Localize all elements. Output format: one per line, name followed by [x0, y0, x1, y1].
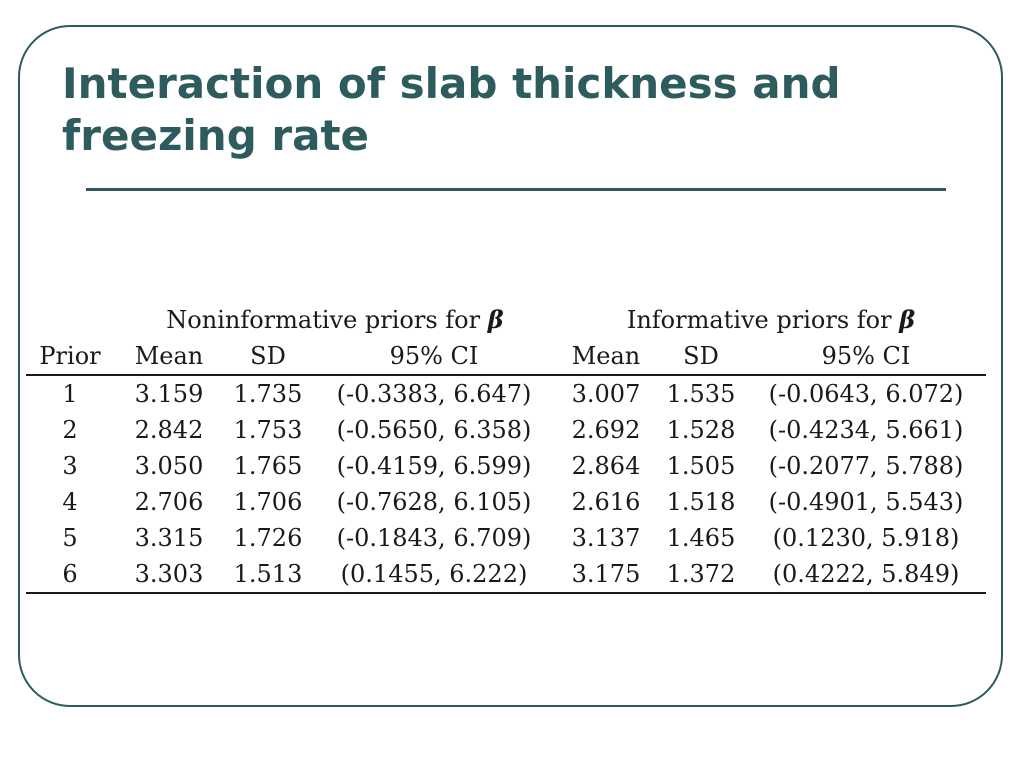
column-header-mean: Mean: [114, 338, 224, 376]
title-divider: [86, 188, 946, 191]
cell-ci: (0.1230, 5.918): [772, 524, 960, 552]
cell-ci: (-0.4234, 5.661): [768, 416, 964, 444]
column-header-sd: SD: [224, 338, 312, 376]
column-header-ci: 95% CI: [312, 338, 556, 376]
cell-prior: 6: [26, 556, 114, 594]
column-header-row: Prior Mean SD 95% CI Mean SD 95% CI: [26, 338, 986, 376]
cell-mean: 2.616: [571, 488, 641, 516]
table-row: 5 3.315 1.726 (-0.1843, 6.709) 3.137 1.4…: [26, 520, 986, 556]
table-row: 2 2.842 1.753 (-0.5650, 6.358) 2.692 1.5…: [26, 412, 986, 448]
cell-sd: 1.726: [233, 524, 303, 552]
cell-ci: (-0.2077, 5.788): [768, 452, 964, 480]
group-header-informative: Informative priors for β: [556, 300, 986, 338]
cell-sd: 1.735: [233, 380, 303, 408]
results-table: Noninformative priors for β Informative …: [26, 300, 986, 594]
cell-prior: 1: [62, 380, 78, 408]
cell-sd: 1.765: [233, 452, 303, 480]
beta-symbol: β: [899, 304, 916, 334]
cell-sd: 1.706: [233, 488, 303, 516]
table-row: 1 3.159 1.735 (-0.3383, 6.647) 3.007 1.5…: [26, 375, 986, 412]
column-header-ci: 95% CI: [746, 338, 986, 376]
table-row: 3 3.050 1.765 (-0.4159, 6.599) 2.864 1.5…: [26, 448, 986, 484]
cell-ci: (-0.7628, 6.105): [336, 488, 532, 516]
cell-sd: 1.518: [666, 488, 736, 516]
column-header-mean: Mean: [556, 338, 656, 376]
cell-ci: (-0.4901, 5.543): [768, 488, 964, 516]
cell-prior: 5: [62, 524, 78, 552]
cell-ci: (-0.0643, 6.072): [768, 380, 964, 408]
cell-mean: 2.864: [571, 452, 641, 480]
cell-sd: 1.513: [224, 556, 312, 594]
cell-prior: 4: [62, 488, 78, 516]
table-row: 4 2.706 1.706 (-0.7628, 6.105) 2.616 1.5…: [26, 484, 986, 520]
cell-mean: 3.175: [556, 556, 656, 594]
cell-sd: 1.505: [666, 452, 736, 480]
cell-sd: 1.753: [233, 416, 303, 444]
cell-mean: 2.842: [134, 416, 204, 444]
cell-mean: 3.315: [134, 524, 204, 552]
group-header-row: Noninformative priors for β Informative …: [26, 300, 986, 338]
cell-ci: (0.4222, 5.849): [746, 556, 986, 594]
cell-mean: 3.137: [571, 524, 641, 552]
group-header-spacer: [26, 300, 114, 338]
cell-sd: 1.535: [666, 380, 736, 408]
cell-mean: 2.692: [571, 416, 641, 444]
table-row: 6 3.303 1.513 (0.1455, 6.222) 3.175 1.37…: [26, 556, 986, 594]
cell-prior: 3: [62, 452, 78, 480]
cell-mean: 3.050: [134, 452, 204, 480]
cell-ci: (-0.4159, 6.599): [336, 452, 532, 480]
cell-ci: (-0.5650, 6.358): [336, 416, 532, 444]
cell-sd: 1.528: [666, 416, 736, 444]
group-header-noninformative: Noninformative priors for β: [114, 300, 556, 338]
slide-title: Interaction of slab thickness and freezi…: [62, 59, 841, 160]
cell-sd: 1.372: [656, 556, 746, 594]
cell-ci: (-0.3383, 6.647): [336, 380, 532, 408]
cell-mean: 3.303: [114, 556, 224, 594]
group-label-informative: Informative priors for: [626, 305, 892, 334]
group-label-noninformative: Noninformative priors for: [166, 305, 481, 334]
cell-mean: 3.159: [134, 380, 204, 408]
column-header-sd: SD: [656, 338, 746, 376]
cell-prior: 2: [62, 416, 78, 444]
cell-ci: (-0.1843, 6.709): [336, 524, 532, 552]
column-header-prior: Prior: [26, 338, 114, 376]
cell-mean: 3.007: [571, 380, 641, 408]
cell-sd: 1.465: [666, 524, 736, 552]
cell-ci: (0.1455, 6.222): [312, 556, 556, 594]
beta-symbol: β: [487, 304, 504, 334]
cell-mean: 2.706: [134, 488, 204, 516]
